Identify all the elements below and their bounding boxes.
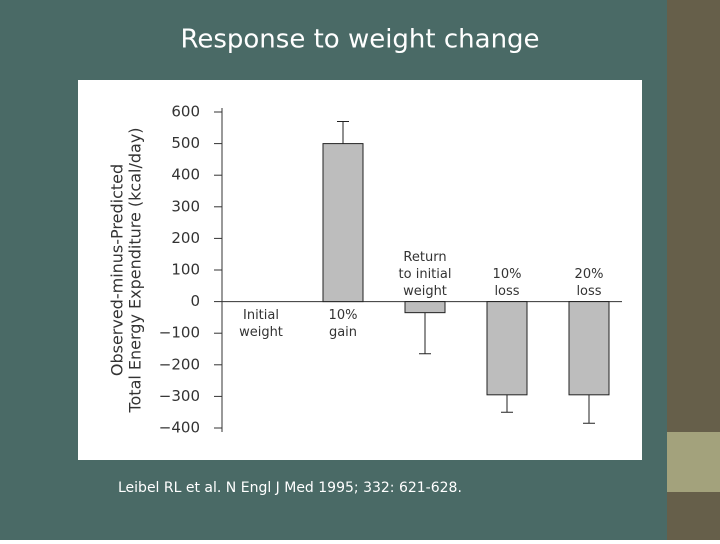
y-tick-label: 600: [171, 103, 200, 121]
x-tick-label: Return: [403, 250, 446, 265]
x-tick-label: 10%: [329, 308, 358, 323]
x-tick-label: 10%: [493, 267, 522, 282]
y-axis-label: Total Energy Expenditure (kcal/day): [126, 127, 145, 413]
y-axis-label: Observed-minus-Predicted: [108, 164, 127, 376]
error-bar: [337, 120, 349, 144]
x-tick-label: gain: [329, 325, 357, 340]
y-tick-label: 500: [171, 134, 200, 152]
error-bar: [419, 312, 431, 355]
x-tick-label: weight: [403, 284, 447, 299]
bar: [404, 301, 446, 314]
y-tick-label: −400: [159, 419, 200, 437]
chart: 600 500 400 300 200 100 0 −100 −200 −300 −400 Obser…: [108, 103, 622, 437]
bar: [568, 301, 610, 396]
y-tick-label: −300: [159, 387, 200, 405]
error-bar: [501, 394, 513, 413]
error-bar: [583, 394, 595, 424]
source: Leibel RL et al. N Engl J Med 1995; 332:…: [118, 480, 462, 496]
y-tick-label: 400: [171, 166, 200, 184]
x-tick-label: loss: [494, 284, 519, 299]
y-tick-label: 100: [171, 261, 200, 279]
y-tick-label: −100: [159, 324, 200, 342]
x-tick-label: loss: [576, 284, 601, 299]
side-accent: [667, 432, 720, 492]
slide-title: Response to weight change: [180, 25, 539, 55]
x-tick-label: to initial: [399, 267, 452, 282]
y-tick-label: 0: [190, 292, 200, 310]
x-tick-label: weight: [239, 325, 283, 340]
y-tick-label: 200: [171, 229, 200, 247]
x-tick-label: 20%: [575, 267, 604, 282]
y-tick-label: −200: [159, 355, 200, 373]
y-tick-label: 300: [171, 197, 200, 215]
x-tick-label: Initial: [243, 308, 279, 323]
bar: [486, 301, 528, 396]
bar: [322, 143, 364, 303]
